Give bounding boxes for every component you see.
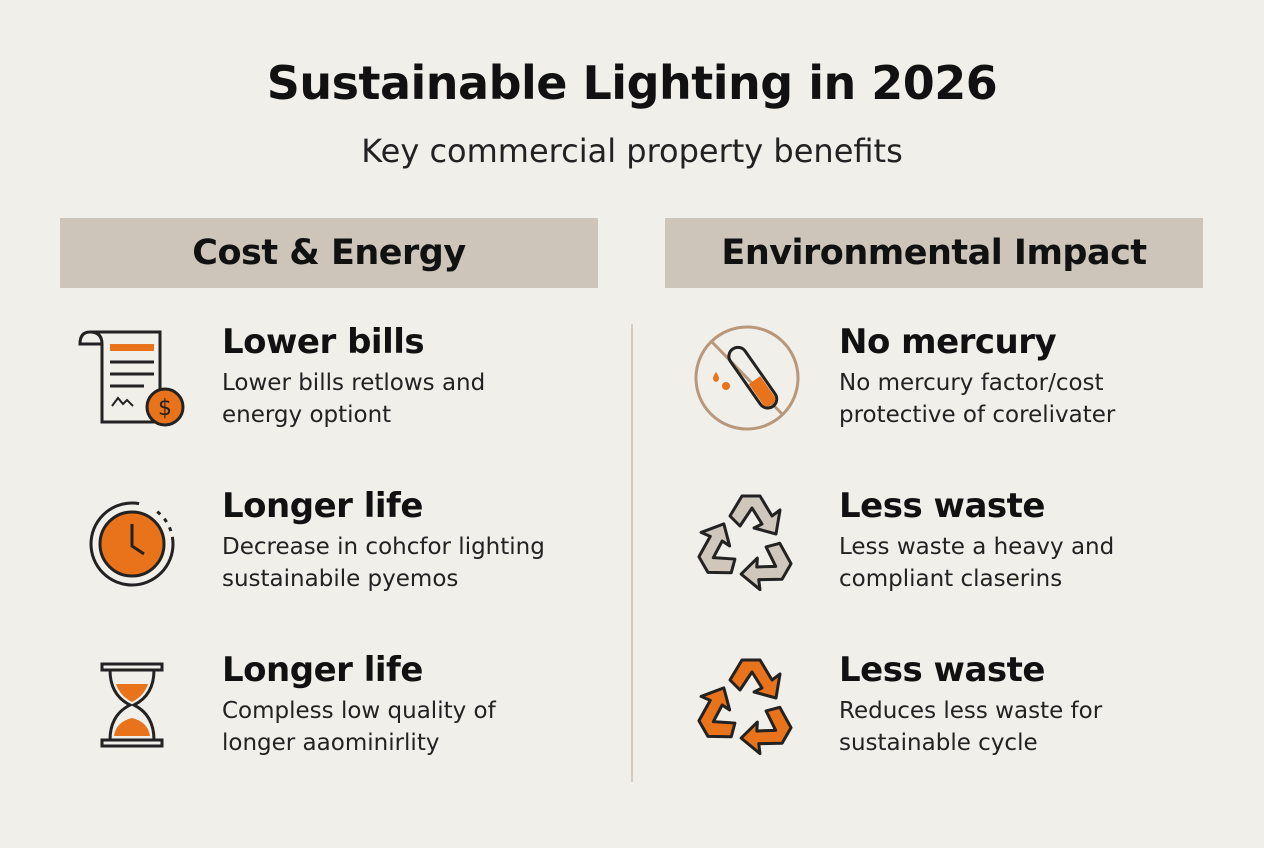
item-title: Longer life xyxy=(222,650,423,690)
hourglass-icon xyxy=(100,662,164,748)
column-heading: Environmental Impact xyxy=(665,218,1203,288)
item-text: Lower bills retlows and xyxy=(222,370,486,396)
column-heading: Cost & Energy xyxy=(60,218,598,288)
item-title: No mercury xyxy=(839,322,1057,362)
item-text: sustainabile pyemos xyxy=(222,566,459,592)
item-text: energy optiont xyxy=(222,402,392,428)
item-title: Less waste xyxy=(839,486,1045,526)
clock-icon xyxy=(89,501,175,587)
divider xyxy=(631,324,633,782)
item-text: Decrease in cohcfor lighting xyxy=(222,534,545,560)
svg-text:$: $ xyxy=(158,396,172,421)
recycle-icon xyxy=(690,494,799,598)
item-title: Less waste xyxy=(839,650,1045,690)
subtitle: Key commercial property benefits xyxy=(361,132,903,170)
item-text: No mercury factor/cost xyxy=(839,370,1104,396)
item-text: compliant claserins xyxy=(839,566,1063,592)
no-mercury-icon xyxy=(694,325,800,431)
item-text: Reduces less waste for xyxy=(839,698,1103,724)
bill-icon: $ xyxy=(78,330,185,427)
item-text: sustainable cycle xyxy=(839,730,1038,756)
item-text: longer aaominirlity xyxy=(222,730,440,756)
item-text: protective of corelivater xyxy=(839,402,1116,428)
item-text: Less waste a heavy and xyxy=(839,534,1115,560)
item-title: Longer life xyxy=(222,486,423,526)
recycle-icon-orange xyxy=(690,658,799,762)
item-title: Lower bills xyxy=(222,322,425,362)
item-text: Compless low quality of xyxy=(222,698,496,724)
title: Sustainable Lighting in 2026 xyxy=(266,56,998,110)
